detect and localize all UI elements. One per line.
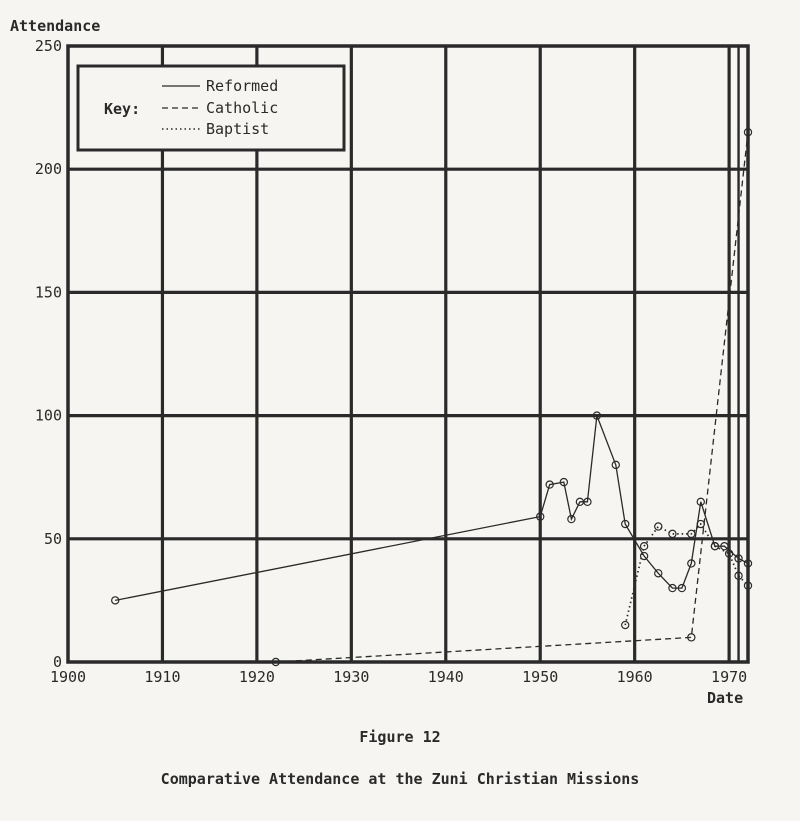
x-tick-label: 1930 [333, 668, 369, 686]
y-tick-label: 200 [35, 160, 62, 178]
y-tick-label: 250 [35, 37, 62, 55]
data-point-baptist [639, 541, 649, 551]
data-point-reformed [592, 411, 602, 420]
legend-entry-baptist: Baptist [206, 120, 269, 138]
data-point-baptist [668, 529, 677, 539]
legend-box [76, 64, 346, 152]
data-point-reformed [111, 596, 120, 605]
x-tick-label: 1900 [50, 668, 86, 686]
data-point-reformed [545, 480, 554, 489]
data-point-baptist [710, 541, 720, 551]
legend-entry-catholic: Catholic [206, 99, 278, 117]
data-point-catholic [743, 128, 753, 137]
x-tick-label: 1910 [144, 668, 180, 686]
legend-title: Key: [104, 100, 140, 118]
plot-frame [66, 44, 750, 664]
x-tick-label: 1970 [711, 668, 747, 686]
data-point-reformed [567, 514, 576, 524]
x-tick-label: 1920 [239, 668, 275, 686]
y-axis-label: Attendance [10, 17, 100, 35]
data-point-reformed [536, 512, 545, 521]
x-tick-label: 1940 [428, 668, 464, 686]
data-point-reformed [696, 497, 705, 507]
series-line-baptist [624, 522, 749, 626]
figure-number: Figure 12 [359, 728, 441, 746]
series-line-reformed [115, 415, 749, 602]
y-tick-label: 100 [35, 407, 62, 425]
data-point-baptist [621, 620, 630, 630]
data-point-reformed [654, 569, 663, 578]
tick-labels: 1900 1910 1920 1930 1940 1950 1960 1970 0 50 100 15… [35, 37, 747, 686]
data-point-reformed [734, 554, 743, 563]
data-point-reformed [743, 559, 753, 568]
legend-entry-reformed: Reformed [206, 77, 278, 95]
y-tick-label: 150 [35, 283, 62, 301]
series-line-catholic [275, 132, 749, 663]
data-point-baptist [696, 519, 705, 529]
data-point-reformed [677, 583, 687, 593]
data-point-catholic [687, 633, 696, 642]
data-point-reformed [583, 497, 592, 507]
data-point-reformed [559, 477, 569, 487]
series-lines [111, 128, 753, 667]
x-tick-label: 1960 [617, 668, 653, 686]
data-point-baptist [687, 529, 696, 539]
data-point-baptist [734, 571, 743, 580]
data-point-reformed [668, 583, 677, 593]
data-point-baptist [743, 581, 753, 590]
data-point-reformed [720, 541, 729, 551]
x-axis-label: Date [707, 689, 743, 707]
data-point-baptist [724, 549, 734, 558]
data-point-catholic [271, 657, 280, 667]
data-point-reformed [687, 559, 696, 568]
x-tick-label: 1950 [522, 668, 558, 686]
data-point-reformed [639, 551, 649, 561]
legend: Key: Reformed Catholic Baptist [76, 64, 346, 152]
y-tick-label: 0 [53, 653, 62, 671]
data-point-reformed [621, 519, 630, 529]
figure-caption: Comparative Attendance at the Zuni Chris… [160, 770, 640, 788]
data-point-baptist [654, 522, 663, 531]
y-tick-label: 50 [44, 530, 62, 548]
data-point-reformed [611, 460, 620, 470]
